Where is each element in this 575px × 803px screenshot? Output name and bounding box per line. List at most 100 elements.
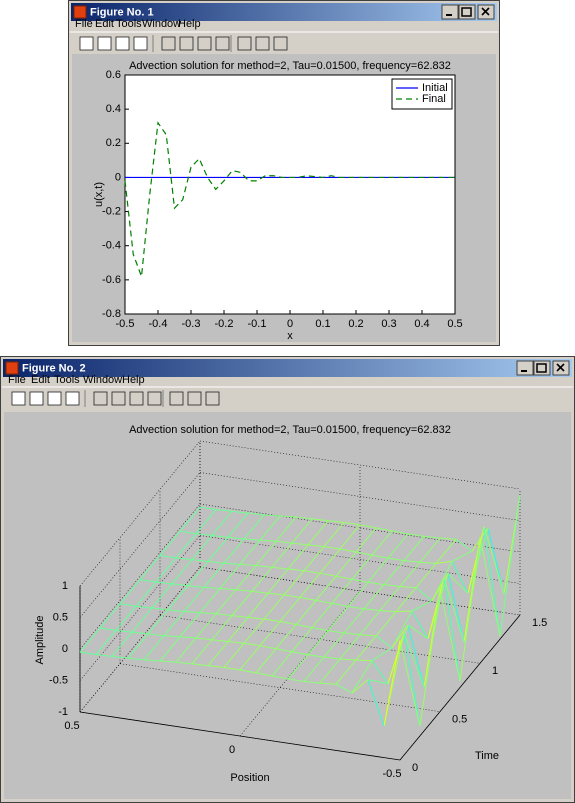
mesh-edge — [431, 573, 449, 601]
toolbar-button[interactable] — [129, 391, 144, 406]
toolbar-button[interactable] — [215, 36, 230, 51]
mesh-edge — [79, 651, 97, 656]
toolbar-button[interactable] — [115, 36, 130, 51]
mesh-edge — [367, 679, 385, 727]
menu-item[interactable]: File — [8, 374, 26, 386]
mesh-edge — [235, 565, 257, 590]
mesh-edge — [291, 518, 313, 544]
y-tick-label: 1.5 — [532, 617, 547, 629]
mesh-edge — [395, 610, 413, 613]
toolbar-button[interactable] — [179, 36, 194, 51]
y-tick-label: 0 — [412, 762, 418, 774]
mesh-edge — [239, 563, 257, 566]
toolbar-button[interactable] — [161, 36, 176, 51]
mesh-edge — [211, 511, 233, 536]
mesh-edge — [159, 660, 177, 663]
mesh-edge — [215, 613, 233, 617]
mesh-edge — [351, 679, 369, 694]
mesh-edge — [227, 536, 245, 540]
mesh-edge — [243, 642, 261, 647]
menu-item[interactable]: Help — [178, 18, 201, 30]
toolbar-button[interactable] — [147, 391, 162, 406]
mesh-edge — [403, 632, 425, 688]
mesh-edge — [407, 624, 425, 688]
mesh-edge — [267, 568, 289, 594]
mesh-edge — [395, 587, 417, 613]
toolbar-button[interactable] — [169, 391, 184, 406]
z-tick-label: 0.5 — [53, 611, 68, 623]
minimize-button[interactable] — [441, 4, 459, 20]
mesh-edge — [339, 524, 361, 550]
menu-item[interactable]: File — [75, 18, 93, 30]
toolbar-button[interactable] — [29, 391, 44, 406]
toolbar-button[interactable] — [93, 391, 108, 406]
mesh-edge — [295, 624, 313, 629]
window-title: Figure No. 2 — [22, 362, 86, 374]
toolbar-button[interactable] — [11, 391, 26, 406]
toolbar-button[interactable] — [205, 391, 220, 406]
toolbar-button[interactable] — [79, 36, 94, 51]
mesh-edge — [335, 659, 357, 685]
menu-item[interactable]: Help — [122, 374, 145, 386]
toolbar-button[interactable] — [237, 36, 252, 51]
legend-box — [391, 78, 453, 110]
mesh-edge — [271, 675, 289, 680]
mesh-edge — [375, 635, 393, 649]
toolbar-button[interactable] — [273, 36, 288, 51]
menu-item[interactable]: Edit — [31, 374, 50, 386]
menu-item[interactable]: Tools — [116, 18, 142, 30]
mesh-edge — [419, 537, 441, 563]
toolbar-button[interactable] — [133, 36, 148, 51]
mesh-edge — [187, 585, 205, 588]
mesh-edge — [159, 530, 181, 556]
menu-item[interactable]: Window — [142, 18, 181, 30]
mesh-edge — [99, 627, 117, 631]
mesh-edge — [231, 591, 253, 616]
toolbar-button[interactable] — [197, 36, 212, 51]
mesh-edge — [303, 570, 321, 574]
mesh-edge — [391, 530, 409, 535]
mesh-edge — [223, 666, 241, 671]
mesh-edge — [299, 596, 317, 601]
mesh-edge — [419, 561, 437, 564]
y-tick-label: 0.5 — [452, 714, 467, 726]
z-tick-label: 0 — [62, 643, 68, 655]
mesh-edge — [223, 538, 245, 564]
toolbar-button[interactable] — [111, 391, 126, 406]
mesh-edge — [379, 610, 397, 613]
y-tick-label: 0.2 — [106, 137, 121, 149]
mesh-edge — [283, 594, 301, 598]
mesh-edge — [367, 679, 389, 685]
mesh-edge — [219, 588, 237, 591]
mesh-edge — [335, 551, 357, 577]
x-tick-label: -0.5 — [116, 318, 135, 330]
mesh-edge — [119, 603, 137, 607]
mesh-edge — [307, 630, 329, 656]
mesh-edge — [203, 586, 221, 589]
mesh-edge — [143, 659, 161, 662]
menu-item[interactable]: Window — [83, 374, 122, 386]
mesh-edge — [327, 606, 349, 631]
mesh-edge — [175, 533, 197, 559]
mesh-edge — [407, 533, 425, 537]
mesh-edge — [411, 600, 433, 612]
toolbar-button[interactable] — [97, 36, 112, 51]
menu-item[interactable]: Edit — [95, 18, 114, 30]
mesh-edge — [299, 572, 321, 598]
menu-item[interactable]: Tools — [54, 374, 80, 386]
mesh-edge — [179, 612, 201, 638]
mesh-edge — [487, 528, 505, 594]
toolbar-button[interactable] — [255, 36, 270, 51]
toolbar-button[interactable] — [187, 391, 202, 406]
mesh-edge — [227, 641, 245, 644]
y-tick-label: -0.6 — [102, 274, 121, 286]
mesh-edge — [135, 581, 157, 607]
toolbar-button[interactable] — [47, 391, 62, 406]
z-axis-label: Amplitude — [34, 616, 46, 665]
mesh-edge — [419, 588, 441, 727]
mesh-edge — [379, 586, 401, 611]
mesh-edge — [483, 526, 505, 594]
toolbar-button[interactable] — [65, 391, 80, 406]
mesh-edge — [195, 533, 213, 536]
minimize-button[interactable] — [516, 360, 534, 376]
